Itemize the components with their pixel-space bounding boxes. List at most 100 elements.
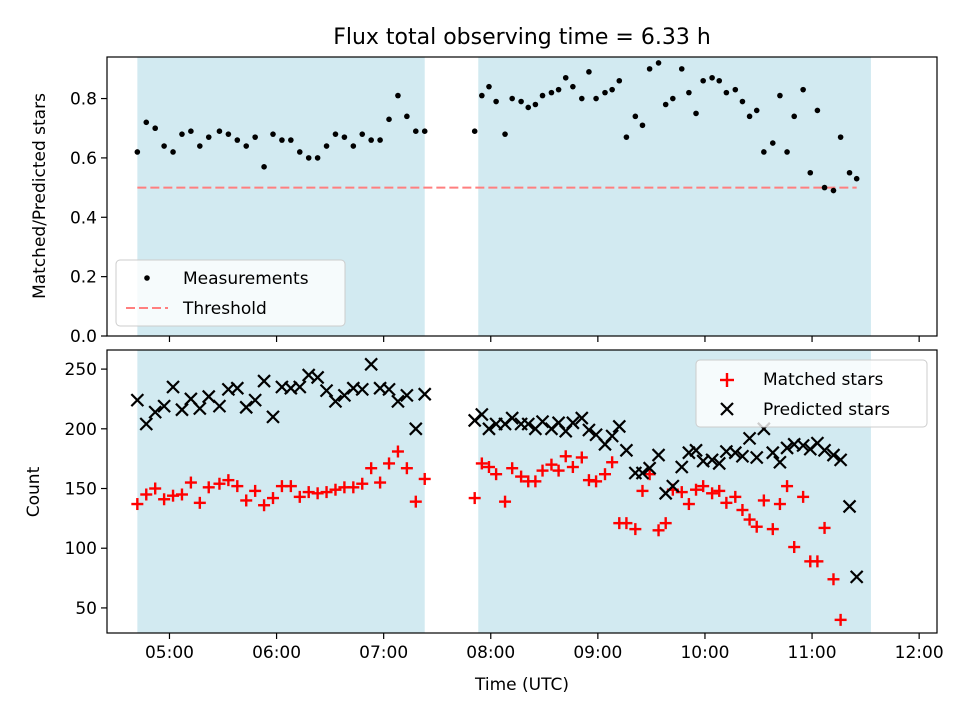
measurement-point — [471, 128, 478, 135]
legend-matched-marker — [720, 373, 734, 387]
predicted-stars-point — [705, 453, 719, 467]
measurement-point — [359, 131, 366, 137]
measurement-point — [777, 92, 783, 99]
matched-stars-point — [383, 457, 396, 470]
predicted-stars-point — [130, 393, 145, 407]
ratio-panel-frame — [106, 56, 938, 337]
predicted-stars-point — [766, 445, 780, 460]
measurement-point — [800, 86, 806, 93]
matched-stars-point — [149, 482, 162, 495]
predicted-stars-point — [417, 387, 432, 401]
matched-stars-point — [620, 517, 633, 530]
predicted-stars-point — [817, 443, 832, 458]
predicted-stars-point — [849, 570, 864, 584]
measurement-point — [279, 137, 285, 143]
measurement-point — [846, 169, 853, 176]
predicted-stars-point — [780, 441, 794, 455]
measurement-point — [616, 77, 623, 84]
measurement-point — [670, 95, 676, 102]
matched-stars-point — [720, 496, 733, 509]
matched-stars-point — [249, 484, 262, 497]
measurement-point — [197, 143, 203, 149]
ratio-panel-shaded-intervals — [137, 57, 871, 336]
matched-stars-point — [818, 521, 831, 534]
y-tick-label: 0.2 — [70, 268, 97, 288]
predicted-stars-point — [712, 456, 727, 471]
predicted-stars-point — [796, 438, 810, 453]
measurement-point — [525, 104, 532, 111]
ratio-panel: 0.00.20.40.60.8 Matched/Predicted stars … — [30, 56, 938, 347]
predicted-stars-point — [157, 399, 171, 413]
predicted-stars-point — [364, 357, 378, 372]
predicted-stars-point — [619, 443, 634, 458]
matched-stars-point — [566, 461, 579, 474]
predicted-stars-point — [292, 380, 307, 394]
ratio-panel-ticks: 0.0 0.2 0.4 0.6 0.8 — [70, 90, 920, 347]
matched-stars-point — [652, 524, 665, 537]
legend-box — [695, 359, 928, 428]
legend-threshold-label: Threshold — [182, 299, 267, 319]
matched-stars-point — [713, 484, 726, 497]
predicted-stars-point — [521, 417, 536, 431]
matched-stars-point — [329, 483, 342, 496]
matched-stars-point — [202, 481, 215, 494]
predicted-stars-point — [742, 431, 757, 446]
matched-stars-point — [736, 504, 749, 517]
matched-stars-point — [515, 470, 528, 483]
predicted-stars-point — [475, 407, 489, 422]
measurement-point — [377, 137, 383, 143]
measurement-point — [170, 149, 176, 155]
measurement-point — [655, 60, 662, 66]
predicted-stars-point — [605, 429, 619, 443]
measurement-point — [662, 101, 669, 108]
matched-stars-point — [552, 464, 565, 477]
predicted-stars-point — [582, 423, 596, 437]
predicted-stars-point — [148, 405, 162, 419]
matched-stars-point — [729, 490, 742, 503]
predicted-stars-point — [612, 419, 627, 434]
predicted-stars-point — [239, 400, 254, 415]
predicted-stars-point — [212, 399, 227, 413]
matched-stars-point — [391, 445, 404, 458]
x-tick-label: 11:00 — [788, 643, 837, 663]
count-panel-marks — [130, 357, 864, 626]
predicted-stars-point — [139, 417, 154, 431]
predicted-stars-point — [391, 394, 405, 409]
legend-predicted-label: Predicted stars — [763, 400, 890, 420]
measurement-point — [623, 134, 630, 140]
measurement-point — [532, 101, 539, 108]
matched-stars-point — [140, 488, 153, 501]
predicted-stars-point — [689, 443, 703, 458]
measurement-point — [404, 113, 410, 120]
measurement-point — [305, 155, 312, 161]
ratio-panel-marks — [134, 60, 860, 194]
predicted-stars-point — [310, 370, 325, 385]
matched-stars-point — [797, 490, 810, 503]
measurement-point — [853, 175, 860, 182]
measurement-point — [807, 169, 814, 176]
measurement-point — [509, 95, 515, 102]
matched-stars-point — [506, 462, 519, 475]
measurement-point — [732, 86, 739, 93]
measurement-point — [639, 122, 646, 129]
matched-stars-point — [490, 468, 503, 481]
measurement-point — [821, 184, 828, 191]
measurement-point — [586, 69, 592, 75]
matched-stars-point — [766, 523, 779, 536]
predicted-stars-point — [505, 411, 519, 425]
measurement-point — [188, 128, 194, 135]
measurement-point — [205, 134, 212, 140]
y-tick-label: 50 — [75, 599, 97, 619]
matched-stars-point — [240, 494, 253, 507]
matched-stars-point — [320, 486, 333, 499]
predicted-stars-point — [175, 402, 189, 417]
predicted-stars-point — [728, 445, 743, 460]
measurement-point — [539, 92, 546, 99]
matched-stars-point — [750, 520, 763, 533]
measurement-point — [270, 131, 276, 137]
matched-stars-point — [231, 480, 244, 493]
measurement-point — [261, 164, 267, 170]
matched-stars-point — [590, 475, 603, 488]
measurement-point — [412, 128, 419, 135]
